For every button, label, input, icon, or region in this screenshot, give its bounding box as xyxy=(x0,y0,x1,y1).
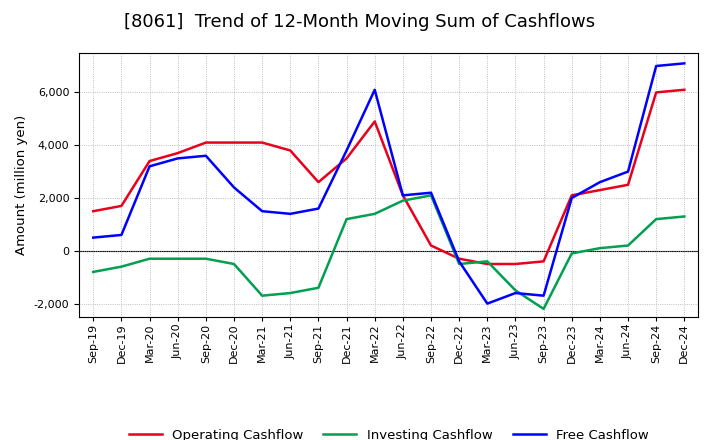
Operating Cashflow xyxy=(399,193,408,198)
Free Cashflow xyxy=(680,61,688,66)
Operating Cashflow xyxy=(370,119,379,124)
Free Cashflow xyxy=(286,211,294,216)
Investing Cashflow xyxy=(89,269,98,275)
Investing Cashflow xyxy=(230,261,238,267)
Operating Cashflow xyxy=(567,193,576,198)
Investing Cashflow xyxy=(595,246,604,251)
Operating Cashflow xyxy=(230,140,238,145)
Investing Cashflow xyxy=(427,193,436,198)
Operating Cashflow xyxy=(680,87,688,92)
Investing Cashflow xyxy=(652,216,660,222)
Operating Cashflow xyxy=(624,182,632,187)
Free Cashflow xyxy=(652,63,660,69)
Free Cashflow xyxy=(455,259,464,264)
Free Cashflow xyxy=(483,301,492,306)
Free Cashflow xyxy=(202,153,210,158)
Investing Cashflow xyxy=(286,290,294,296)
Investing Cashflow xyxy=(117,264,126,269)
Operating Cashflow xyxy=(342,156,351,161)
Operating Cashflow xyxy=(595,187,604,193)
Free Cashflow xyxy=(258,209,266,214)
Investing Cashflow xyxy=(567,251,576,256)
Operating Cashflow xyxy=(652,90,660,95)
Investing Cashflow xyxy=(174,256,182,261)
Operating Cashflow xyxy=(483,261,492,267)
Line: Operating Cashflow: Operating Cashflow xyxy=(94,90,684,264)
Operating Cashflow xyxy=(89,209,98,214)
Investing Cashflow xyxy=(342,216,351,222)
Operating Cashflow xyxy=(511,261,520,267)
Investing Cashflow xyxy=(455,261,464,267)
Free Cashflow xyxy=(399,193,408,198)
Investing Cashflow xyxy=(624,243,632,248)
Free Cashflow xyxy=(370,87,379,92)
Free Cashflow xyxy=(511,290,520,296)
Text: [8061]  Trend of 12-Month Moving Sum of Cashflows: [8061] Trend of 12-Month Moving Sum of C… xyxy=(125,13,595,31)
Investing Cashflow xyxy=(680,214,688,219)
Free Cashflow xyxy=(539,293,548,298)
Investing Cashflow xyxy=(145,256,154,261)
Operating Cashflow xyxy=(314,180,323,185)
Free Cashflow xyxy=(567,195,576,201)
Free Cashflow xyxy=(174,156,182,161)
Operating Cashflow xyxy=(258,140,266,145)
Free Cashflow xyxy=(145,164,154,169)
Line: Investing Cashflow: Investing Cashflow xyxy=(94,195,684,309)
Free Cashflow xyxy=(595,180,604,185)
Free Cashflow xyxy=(89,235,98,240)
Operating Cashflow xyxy=(145,158,154,164)
Free Cashflow xyxy=(624,169,632,174)
Investing Cashflow xyxy=(483,259,492,264)
Operating Cashflow xyxy=(117,203,126,209)
Investing Cashflow xyxy=(202,256,210,261)
Operating Cashflow xyxy=(427,243,436,248)
Free Cashflow xyxy=(117,232,126,238)
Free Cashflow xyxy=(427,190,436,195)
Y-axis label: Amount (million yen): Amount (million yen) xyxy=(15,115,28,255)
Operating Cashflow xyxy=(539,259,548,264)
Operating Cashflow xyxy=(455,256,464,261)
Investing Cashflow xyxy=(370,211,379,216)
Line: Free Cashflow: Free Cashflow xyxy=(94,63,684,304)
Operating Cashflow xyxy=(286,148,294,153)
Investing Cashflow xyxy=(511,288,520,293)
Free Cashflow xyxy=(230,185,238,190)
Operating Cashflow xyxy=(174,150,182,156)
Legend: Operating Cashflow, Investing Cashflow, Free Cashflow: Operating Cashflow, Investing Cashflow, … xyxy=(124,424,654,440)
Free Cashflow xyxy=(314,206,323,211)
Investing Cashflow xyxy=(258,293,266,298)
Operating Cashflow xyxy=(202,140,210,145)
Free Cashflow xyxy=(342,148,351,153)
Investing Cashflow xyxy=(539,306,548,312)
Investing Cashflow xyxy=(314,285,323,290)
Investing Cashflow xyxy=(399,198,408,203)
